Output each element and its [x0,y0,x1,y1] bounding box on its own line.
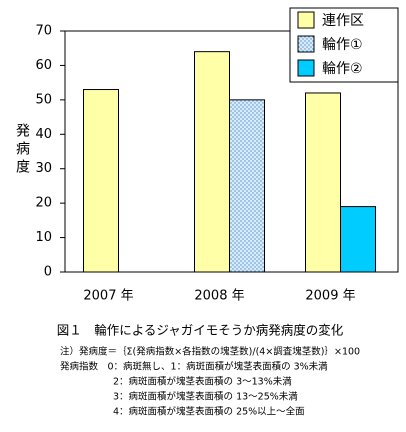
x-tick-label: 2008 年 [194,289,244,304]
bar [83,89,119,273]
y-tick-label: 70 [35,24,52,39]
y-tick-label: 0 [44,265,52,280]
y-tick-label: 50 [35,92,52,107]
legend-pattern [298,36,314,52]
y-tick-label: 10 [35,230,52,245]
caption: 図１ 輪作によるジャガイモそうか病発病度の変化 [57,323,344,338]
legend-swatch [297,11,315,29]
y-tick-label: 40 [35,127,52,142]
legend-label: 輪作① [322,36,363,53]
legend-swatch [297,59,315,77]
y-tick-label: 20 [35,196,52,211]
x-tick-label: 2009 年 [305,289,355,304]
note: 3：病斑面積が塊茎表面積の 13～25%未満 [113,391,298,403]
legend-label: 輪作② [322,60,363,77]
note: 注）発病度＝｛Σ(発病指数×各指数の塊茎数)/(4×調査塊茎数)｝×100 [60,346,360,358]
bar-pattern [230,100,264,272]
note: 発病指数 0：病斑無し、1：病斑面積が塊茎表面積の 3%未満 [60,361,328,373]
legend-label: 連作区 [322,13,364,29]
note: 2：病斑面積が塊茎表面積の 3～13%未満 [113,376,292,388]
bar [340,206,376,273]
y-tick-label: 60 [35,58,52,73]
y-axis-label: 発病度 [14,123,30,177]
x-tick-label: 2007 年 [83,289,133,304]
note: 4：病斑面積が塊茎表面積の 25%以上～全面 [113,406,305,418]
y-tick-label: 30 [35,161,52,176]
bar [305,92,341,273]
bar [194,51,230,273]
